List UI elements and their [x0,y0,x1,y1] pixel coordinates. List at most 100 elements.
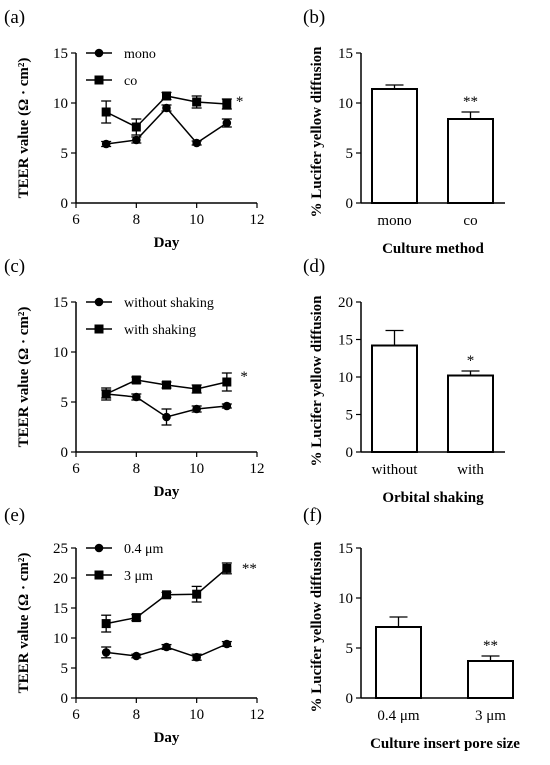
data-point [132,135,141,145]
x-tick-label: 10 [189,461,204,477]
y-tick-label: 10 [53,345,68,361]
bar [447,374,494,453]
legend-label: 0.4 μm [124,542,164,557]
y-tick-label: 15 [53,601,68,617]
y-axis-title: % Lucifer yellow diffusion [309,46,325,218]
legend-label: 3 μm [124,569,153,584]
legend-entry: co [86,74,137,89]
data-point [101,389,111,399]
series-square [101,91,232,136]
bar [375,626,422,699]
x-axis-title: Culture method [382,241,484,257]
legend-label: mono [124,47,156,62]
data-point [132,651,141,661]
data-point [162,412,171,422]
x-axis-title: Day [154,484,180,500]
y-tick-label: 15 [338,46,353,62]
legend-label: with shaking [124,323,196,338]
y-tick-label: 0 [61,445,69,461]
bar [467,660,514,699]
significance-mark: ** [463,94,478,110]
data-point [162,642,171,652]
data-point [101,139,111,149]
data-point [101,107,111,117]
y-tick-label: 0 [346,196,354,212]
y-tick-label: 0 [61,196,69,212]
data-point [192,384,202,394]
significance-mark: * [467,353,475,369]
bar-group: co ** [447,94,494,229]
x-tick-label: 12 [250,212,265,228]
legend-marker [94,48,104,58]
panel-e: (e) 0 5 10 15 20 25 6 8 10 12 Day TEER value (Ω · cm… [4,505,265,746]
x-tick-label: 8 [133,461,141,477]
data-point [222,118,232,128]
significance-mark: * [240,369,248,385]
x-tick-label: 6 [72,707,80,723]
data-point [222,401,232,411]
y-tick-label: 5 [61,395,69,411]
y-tick-label: 10 [338,96,353,112]
bar-group: without [371,329,419,478]
bar [371,88,418,204]
legend-label: without shaking [124,296,214,311]
significance-mark: ** [242,561,257,577]
x-tick-label: 12 [250,707,265,723]
y-tick-label: 20 [53,571,68,587]
y-tick-label: 5 [61,661,69,677]
legend-entry: 3 μm [86,569,153,584]
significance-mark: ** [483,638,498,654]
data-point [132,392,141,402]
legend-entry: mono [86,47,156,62]
y-axis-title: TEER value (Ω · cm²) [16,307,32,448]
data-point [162,91,171,101]
data-point [192,138,201,148]
y-axis-title: TEER value (Ω · cm²) [16,58,32,199]
legend-marker [94,297,104,307]
data-point [162,103,171,113]
data-point [131,122,141,132]
y-axis-title: TEER value (Ω · cm²) [16,553,32,694]
y-tick-label: 5 [346,146,354,162]
panel-f: (f) 0 5 10 15 0.4 μm 3 μm ** Culture insert pore… [303,505,520,752]
data-point [131,375,141,385]
data-point [222,639,232,649]
panel-d: (d) 0 5 10 15 20 without with * Orbital shaking % … [303,256,505,506]
category-label: without [372,462,419,478]
series-circle [101,103,232,149]
legend-marker [94,75,104,85]
legend-marker [94,324,104,334]
y-axis-title: % Lucifer yellow diffusion [309,295,325,467]
x-tick-label: 6 [72,212,80,228]
data-point [192,97,202,107]
data-point [222,563,232,573]
series-square [101,372,232,401]
series-square [101,562,232,633]
data-point [131,613,141,623]
legend-marker [94,543,104,553]
data-point [162,380,171,390]
legend-entry: without shaking [86,296,214,311]
y-tick-label: 15 [53,46,68,62]
category-label: with [457,462,484,478]
legend-label: co [124,74,137,89]
bar-group: with * [447,353,494,478]
panel-b: (b) 0 5 10 15 mono co ** Culture method % Lucifer… [303,7,505,257]
y-tick-label: 5 [346,408,354,424]
y-axis-title: % Lucifer yellow diffusion [309,541,325,713]
x-axis-title: Culture insert pore size [370,736,520,752]
data-point [222,377,232,387]
y-tick-label: 0 [346,691,354,707]
panel-label: (e) [4,505,25,526]
x-tick-label: 10 [189,212,204,228]
panel-label: (a) [4,7,25,28]
x-tick-label: 12 [250,461,265,477]
bar [447,118,494,204]
data-point [222,99,232,109]
panel-label: (d) [303,256,325,277]
panel-label: (b) [303,7,325,28]
legend-entry: 0.4 μm [86,542,164,557]
panel-label: (f) [303,505,322,526]
data-point [192,404,201,414]
y-tick-label: 5 [61,146,69,162]
